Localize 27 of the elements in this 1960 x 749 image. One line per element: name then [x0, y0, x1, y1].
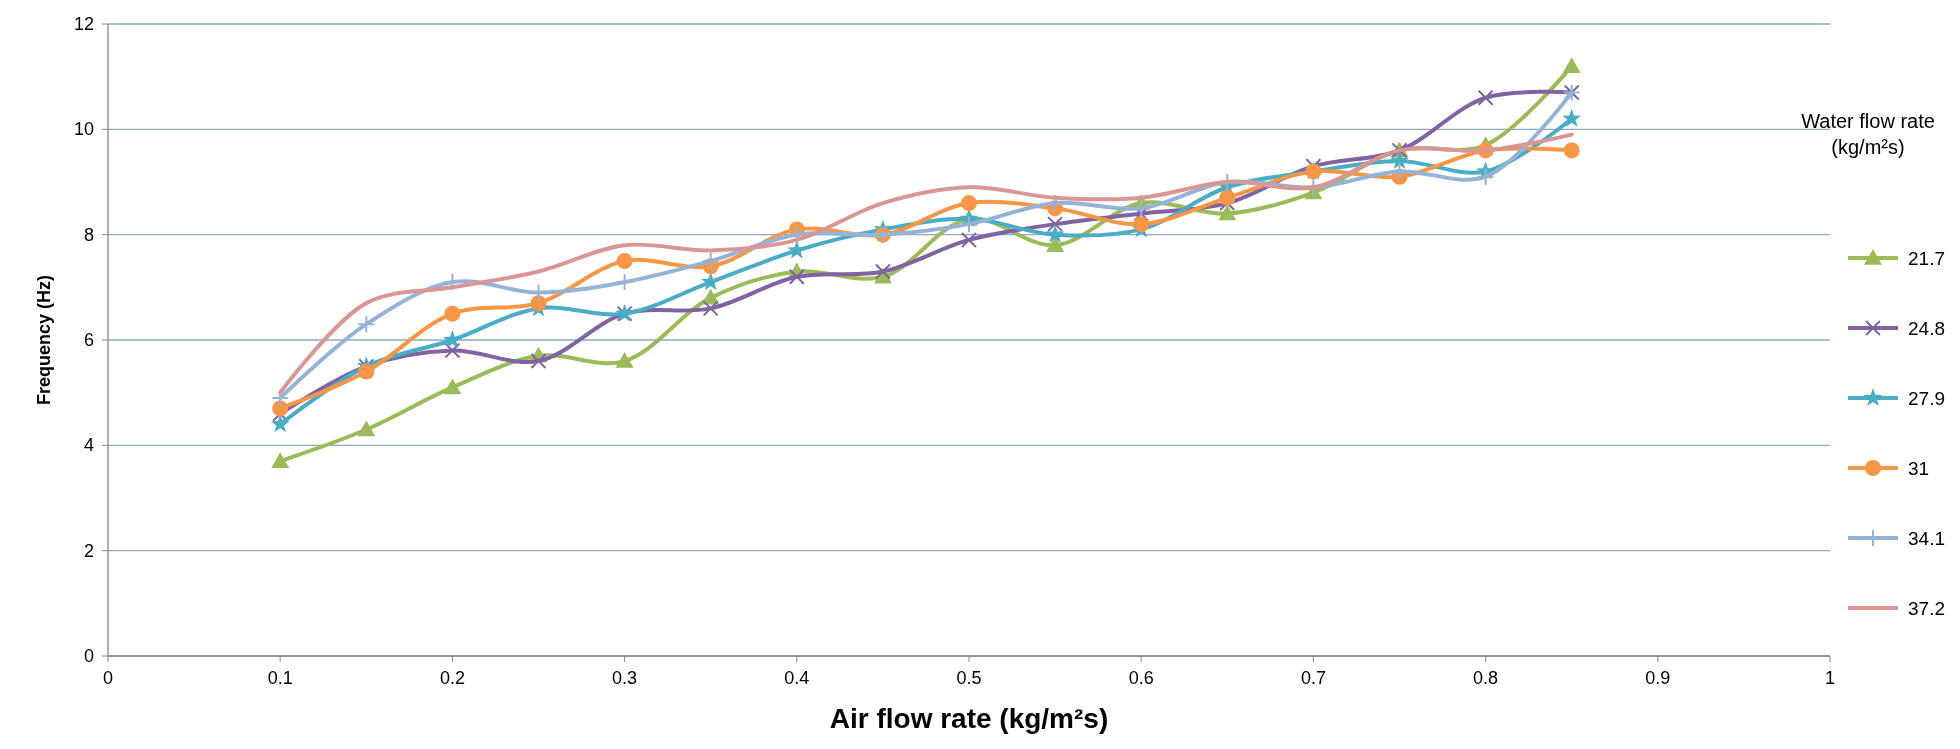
legend-label: 27.9	[1908, 388, 1945, 409]
x-tick-label: 0.9	[1645, 668, 1671, 688]
x-tick-label: 0.2	[439, 668, 465, 688]
legend-label: 31	[1908, 458, 1930, 479]
y-tick-label: 0	[83, 646, 94, 666]
legend-label: 34.1	[1908, 528, 1945, 549]
x-tick-label: 0	[102, 668, 114, 688]
x-axis-title: Air flow rate (kg/m²s)	[829, 703, 1109, 734]
y-tick-label: 6	[83, 330, 94, 350]
y-tick-label: 8	[83, 224, 94, 245]
x-tick-label: 0.3	[612, 668, 638, 688]
y-axis-title: Frequency (Hz)	[34, 274, 54, 406]
y-tick-label: 10	[73, 119, 94, 140]
x-tick-label: 0.1	[267, 668, 293, 688]
legend-label: 37.2	[1908, 598, 1945, 619]
x-tick-label: 0.5	[956, 668, 982, 688]
x-tick-label: 0.8	[1473, 668, 1499, 688]
y-tick-label: 4	[83, 435, 94, 456]
x-tick-label: 1	[1824, 668, 1836, 688]
legend-label: 21.7	[1908, 248, 1945, 269]
x-tick-label: 0.6	[1128, 668, 1154, 688]
x-tick-label: 0.7	[1300, 668, 1326, 688]
legend-label: 24.8	[1908, 318, 1945, 339]
y-tick-label: 12	[73, 14, 94, 34]
y-tick-label: 2	[83, 540, 94, 561]
legend-title: Water flow rate (kg/m²s)	[1801, 110, 1935, 158]
x-tick-label: 0.4	[784, 668, 810, 688]
